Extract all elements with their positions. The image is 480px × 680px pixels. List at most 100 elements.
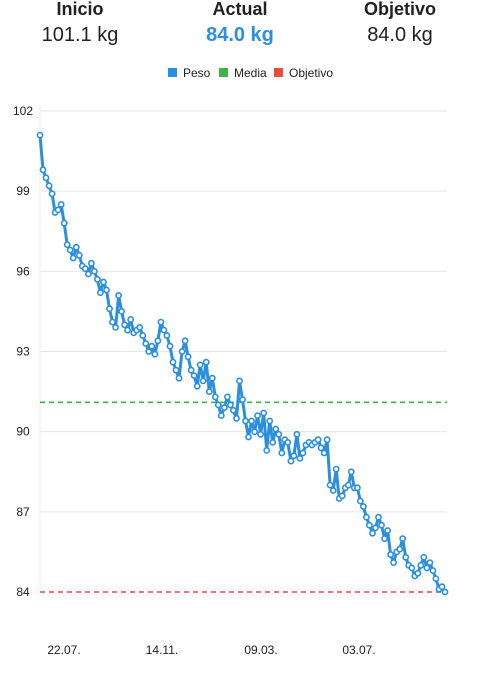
peso-point[interactable] xyxy=(260,409,268,417)
peso-point[interactable] xyxy=(396,545,404,553)
peso-point[interactable] xyxy=(142,340,150,347)
peso-point[interactable] xyxy=(121,321,128,329)
peso-point[interactable] xyxy=(57,201,65,208)
peso-point[interactable] xyxy=(91,267,98,275)
peso-point[interactable] xyxy=(251,428,258,436)
legend-item-objetivo[interactable]: Objetivo xyxy=(274,66,333,80)
peso-point[interactable] xyxy=(381,535,388,542)
peso-point[interactable] xyxy=(178,348,186,355)
peso-point[interactable] xyxy=(344,481,352,489)
peso-point[interactable] xyxy=(269,438,277,446)
peso-point[interactable] xyxy=(329,487,337,494)
peso-point[interactable] xyxy=(75,251,83,259)
peso-point[interactable] xyxy=(293,430,301,438)
peso-point[interactable] xyxy=(378,521,385,529)
peso-point[interactable] xyxy=(284,438,292,446)
peso-point[interactable] xyxy=(338,492,346,500)
peso-point[interactable] xyxy=(139,332,147,339)
peso-point[interactable] xyxy=(432,575,440,582)
peso-point[interactable] xyxy=(323,436,331,444)
peso-point[interactable] xyxy=(214,401,222,409)
peso-point[interactable] xyxy=(332,465,340,473)
peso-point[interactable] xyxy=(326,481,334,489)
peso-point[interactable] xyxy=(362,513,370,521)
peso-point[interactable] xyxy=(359,503,367,510)
peso-point[interactable] xyxy=(115,291,122,299)
peso-point[interactable] xyxy=(254,412,261,419)
peso-point[interactable] xyxy=(100,278,107,286)
peso-point[interactable] xyxy=(45,182,53,190)
peso-point[interactable] xyxy=(160,326,168,334)
peso-point[interactable] xyxy=(420,553,428,561)
peso-point[interactable] xyxy=(441,588,449,596)
peso-point[interactable] xyxy=(296,454,304,462)
peso-point[interactable] xyxy=(369,529,376,537)
peso-point[interactable] xyxy=(154,337,162,345)
peso-point[interactable] xyxy=(372,524,379,532)
peso-point[interactable] xyxy=(81,265,89,273)
peso-point[interactable] xyxy=(236,377,243,385)
peso-point[interactable] xyxy=(426,559,434,566)
peso-point[interactable] xyxy=(217,412,225,419)
peso-point[interactable] xyxy=(166,342,174,350)
peso-point[interactable] xyxy=(63,241,71,248)
peso-point[interactable] xyxy=(408,564,416,572)
peso-point[interactable] xyxy=(42,174,50,182)
peso-point[interactable] xyxy=(151,350,159,358)
peso-point[interactable] xyxy=(384,527,391,534)
peso-point[interactable] xyxy=(226,401,234,409)
peso-point[interactable] xyxy=(299,449,307,457)
peso-point[interactable] xyxy=(109,318,116,326)
peso-point[interactable] xyxy=(375,513,382,521)
peso-point[interactable] xyxy=(229,406,237,414)
peso-point[interactable] xyxy=(97,289,104,297)
peso-point[interactable] xyxy=(124,326,131,334)
peso-point[interactable] xyxy=(233,414,240,422)
peso-point[interactable] xyxy=(54,206,62,214)
peso-point[interactable] xyxy=(266,417,274,425)
peso-point[interactable] xyxy=(106,305,113,313)
peso-point[interactable] xyxy=(202,358,210,366)
peso-point[interactable] xyxy=(169,358,177,366)
peso-point[interactable] xyxy=(387,551,394,558)
peso-point[interactable] xyxy=(148,342,156,350)
peso-point[interactable] xyxy=(417,561,425,569)
peso-point[interactable] xyxy=(175,374,183,382)
peso-point[interactable] xyxy=(103,286,110,294)
peso-point[interactable] xyxy=(365,521,373,529)
peso-point[interactable] xyxy=(287,457,295,465)
peso-point[interactable] xyxy=(320,449,328,457)
peso-point[interactable] xyxy=(390,559,397,566)
peso-point[interactable] xyxy=(399,535,407,542)
legend-item-peso[interactable]: Peso xyxy=(168,66,210,80)
peso-point[interactable] xyxy=(414,569,422,577)
peso-point[interactable] xyxy=(347,468,355,476)
peso-point[interactable] xyxy=(60,219,68,227)
peso-point[interactable] xyxy=(196,361,204,369)
peso-point[interactable] xyxy=(112,323,119,331)
peso-point[interactable] xyxy=(314,436,322,444)
peso-point[interactable] xyxy=(248,417,255,425)
peso-point[interactable] xyxy=(205,388,213,395)
legend-item-media[interactable]: Media xyxy=(219,66,267,80)
peso-point[interactable] xyxy=(184,353,192,361)
peso-point[interactable] xyxy=(190,372,198,379)
peso-point[interactable] xyxy=(272,425,280,433)
peso-point[interactable] xyxy=(245,433,252,441)
peso-point[interactable] xyxy=(193,382,201,390)
peso-point[interactable] xyxy=(127,315,135,323)
peso-point[interactable] xyxy=(290,452,298,460)
peso-point[interactable] xyxy=(187,366,195,374)
peso-point[interactable] xyxy=(220,404,228,411)
peso-point[interactable] xyxy=(223,393,231,401)
peso-point[interactable] xyxy=(242,417,249,425)
peso-point[interactable] xyxy=(402,553,410,561)
peso-point[interactable] xyxy=(72,243,80,251)
peso-point[interactable] xyxy=(39,166,47,174)
peso-point[interactable] xyxy=(88,259,95,267)
peso-point[interactable] xyxy=(145,348,153,355)
peso-point[interactable] xyxy=(94,275,101,283)
peso-point[interactable] xyxy=(353,484,361,492)
peso-point[interactable] xyxy=(211,393,219,401)
